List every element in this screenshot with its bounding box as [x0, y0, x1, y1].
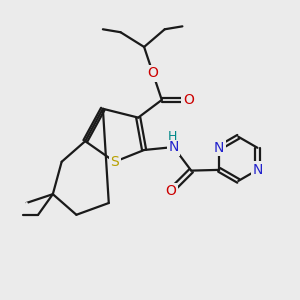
Text: O: O [165, 184, 176, 198]
Text: S: S [110, 155, 119, 169]
Text: N: N [168, 140, 179, 154]
Text: N: N [252, 163, 262, 177]
Text: O: O [148, 66, 158, 80]
Text: O: O [183, 93, 194, 107]
Text: H: H [167, 130, 177, 143]
Text: N: N [214, 141, 224, 155]
